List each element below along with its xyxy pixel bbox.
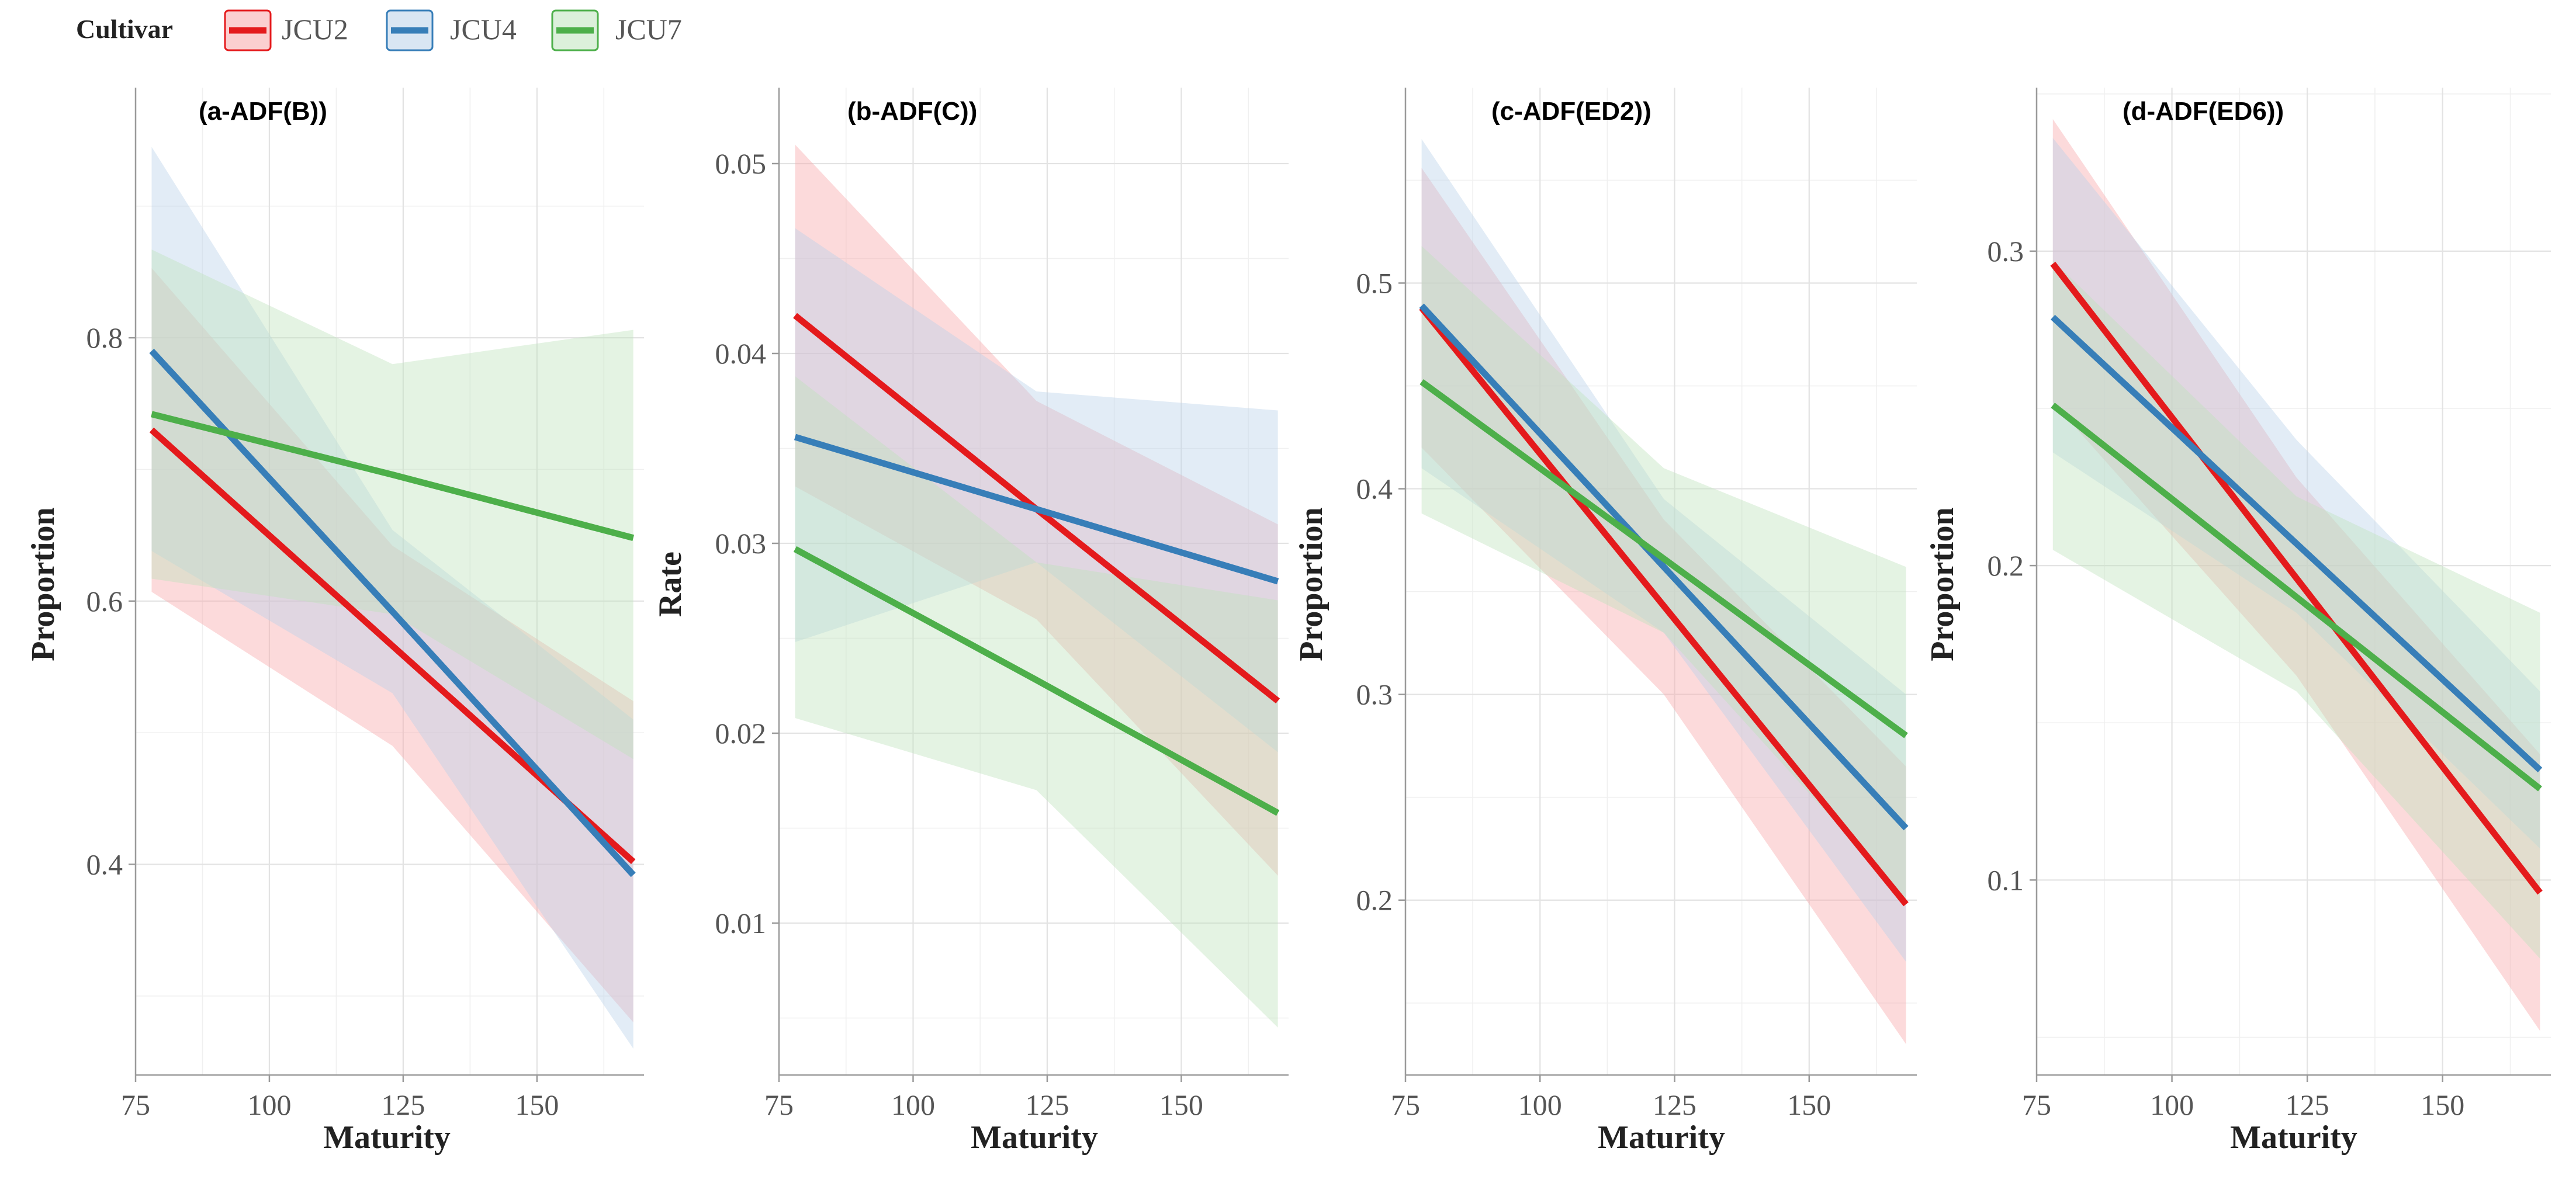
x-tick-label: 150: [1787, 1088, 1831, 1121]
ribbon-jcu7: [1421, 246, 1906, 900]
panel-b-xlabel: Maturity: [971, 1119, 1098, 1156]
x-tick-label: 150: [2421, 1088, 2464, 1121]
panel-a-ylabel: Proportion: [25, 507, 61, 661]
line-jcu4: [1419, 303, 1909, 831]
legend-label-jcu2: JCU2: [282, 13, 348, 46]
panel-b-ylabel: Rate: [652, 552, 688, 617]
line-jcu7: [2051, 403, 2542, 792]
panel-a: (a-ADF(B)) Maturity Proportion 75 100 125 1…: [25, 88, 644, 1156]
legend-label-jcu4: JCU4: [450, 13, 517, 46]
y-tick-label: 0.3: [1356, 678, 1393, 711]
panel-c-title: (c-ADF(ED2)): [1491, 97, 1651, 126]
line-jcu7: [1419, 379, 1908, 738]
x-tick-label: 75: [764, 1088, 794, 1121]
y-tick-label: 0.02: [715, 717, 767, 750]
legend: Cultivar JCU2 JCU4 JCU7: [0, 0, 818, 64]
x-tick-label: 100: [2150, 1088, 2194, 1121]
ribbon-jcu7: [151, 249, 633, 760]
legend-label-jcu7: JCU7: [615, 13, 682, 46]
line-jcu7: [793, 546, 1280, 816]
line-jcu2: [2050, 262, 2543, 895]
x-tick-label: 100: [891, 1088, 935, 1121]
panel-c: (c-ADF(ED2)) Maturity Proportion 75 100 12…: [1293, 88, 1917, 1156]
ribbon-jcu4: [795, 228, 1278, 752]
panel-c-ylabel: Proportion: [1293, 507, 1329, 661]
panel-d: (d-ADF(ED6)) Maturity Proportion 75 100 12…: [1924, 88, 2551, 1156]
panel-d-title: (d-ADF(ED6)): [2123, 97, 2284, 126]
line-jcu7: [151, 411, 635, 541]
line-jcu4: [794, 434, 1279, 585]
ribbon-jcu4: [151, 147, 633, 1049]
legend-svg: Cultivar JCU2 JCU4 JCU7: [76, 9, 682, 51]
x-tick-label: 75: [121, 1088, 150, 1121]
legend-title: Cultivar: [76, 14, 173, 44]
y-tick-label: 0.04: [715, 337, 767, 370]
y-tick-label: 0.6: [86, 585, 123, 618]
y-tick-label: 0.2: [1356, 884, 1393, 917]
line-jcu4: [149, 348, 636, 878]
y-tick-label: 0.1: [1988, 864, 2024, 896]
panel-c-xlabel: Maturity: [1598, 1119, 1725, 1156]
x-tick-label: 125: [1025, 1088, 1069, 1121]
y-tick-label: 0.5: [1356, 266, 1393, 299]
y-tick-label: 0.01: [715, 907, 767, 939]
y-tick-label: 0.03: [715, 527, 767, 560]
panel-b-title: (b-ADF(C)): [847, 97, 977, 126]
panel-a-xlabel: Maturity: [323, 1119, 451, 1156]
y-tick-label: 0.8: [86, 321, 123, 354]
ribbon-jcu4: [2052, 138, 2540, 849]
legend-entry-jcu4: JCU4: [386, 9, 517, 51]
ribbon-jcu7: [795, 376, 1278, 1028]
x-tick-label: 125: [2286, 1088, 2329, 1121]
legend-entry-jcu7: JCU7: [551, 9, 682, 51]
legend-entry-jcu2: JCU2: [224, 9, 348, 51]
y-tick-label: 0.3: [1988, 235, 2024, 268]
x-tick-label: 75: [1391, 1088, 1420, 1121]
y-tick-label: 0.2: [1988, 549, 2024, 582]
x-tick-label: 125: [1653, 1088, 1696, 1121]
x-tick-label: 75: [2022, 1088, 2051, 1121]
x-tick-label: 150: [1159, 1088, 1203, 1121]
x-tick-label: 150: [515, 1088, 559, 1121]
y-tick-label: 0.4: [86, 848, 123, 880]
x-tick-label: 100: [1518, 1088, 1562, 1121]
x-tick-label: 125: [381, 1088, 425, 1121]
x-tick-label: 100: [247, 1088, 291, 1121]
y-tick-label: 0.4: [1356, 473, 1393, 505]
panel-d-ylabel: Proportion: [1924, 507, 1961, 661]
panel-a-title: (a-ADF(B)): [199, 97, 327, 126]
line-jcu4: [2051, 314, 2543, 772]
ribbon-jcu7: [2052, 261, 2540, 959]
line-jcu2: [1419, 306, 1909, 907]
panel-b: (b-ADF(C)) Maturity Rate 75 100 125 150 0.01…: [652, 88, 1289, 1156]
panel-d-xlabel: Maturity: [2230, 1119, 2357, 1156]
y-tick-label: 0.05: [715, 147, 767, 180]
